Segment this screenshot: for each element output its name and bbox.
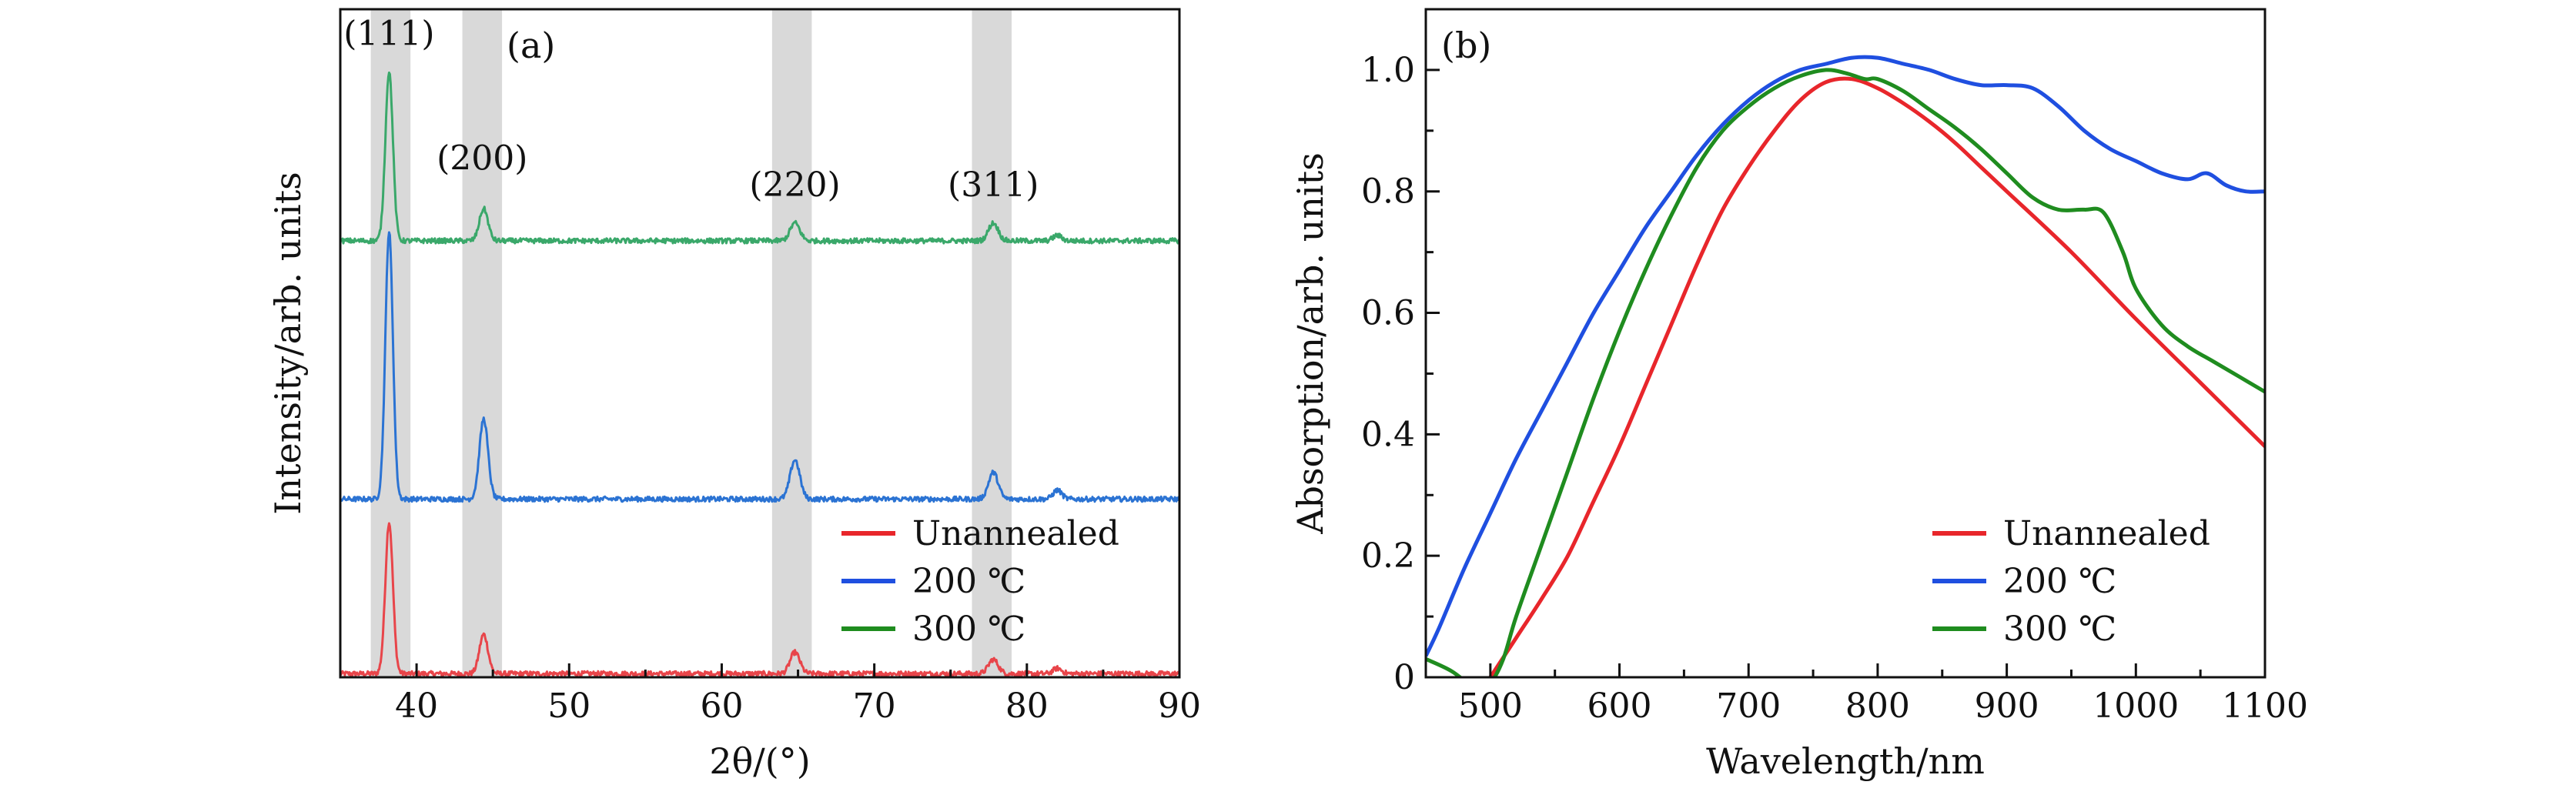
y-tick-label: 0.2	[1361, 536, 1415, 576]
shaded-bands	[370, 9, 1012, 677]
x-tick-label: 60	[700, 686, 743, 726]
xrd-series-line	[340, 71, 1179, 245]
x-tick-label: 1100	[2222, 686, 2308, 726]
peak-label: (200)	[437, 139, 527, 178]
absorption-series-line	[1426, 55, 2265, 657]
peak-labels: (111) (200) (220) (311)	[343, 14, 1039, 205]
panel-a-xrd: 40 50 60 70 80 90 (111) (200) (220) (311) (a) 2θ…	[267, 8, 1201, 782]
y-axis-title: Absorption/arb. units	[1290, 152, 1331, 535]
plot-frame	[339, 8, 1181, 679]
legend: Unannealed 200 ℃ 300 ℃	[841, 514, 1119, 649]
legend-label: Unannealed	[2003, 514, 2210, 553]
shaded-band	[370, 9, 411, 677]
absorption-series-line	[1488, 76, 2265, 677]
x-tick-label: 90	[1158, 686, 1201, 726]
x-tick-label: 900	[1975, 686, 2039, 726]
legend-label: 300 ℃	[912, 610, 1025, 649]
panel-label: (b)	[1441, 25, 1491, 66]
legend-label: 200 ℃	[912, 562, 1025, 601]
panel-b-absorption: 500 600 700 800 900 1000 1100 0 0.2 0.4 0.6 0.8 1.0…	[1290, 8, 2308, 782]
series-group	[1426, 55, 2265, 677]
absorption-series-line	[1426, 68, 2265, 677]
x-tick-label: 500	[1458, 686, 1523, 726]
x-axis-title: 2θ/(°)	[709, 740, 810, 782]
y-axis-title: Intensity/arb. units	[267, 172, 309, 515]
x-axis-ticks: 500 600 700 800 900 1000 1100	[1424, 663, 2308, 726]
y-tick-label: 0	[1393, 658, 1415, 697]
shaded-band	[771, 9, 812, 677]
series-group	[340, 71, 1179, 677]
x-axis-ticks: 40 50 60 70 80 90	[395, 663, 1201, 726]
y-tick-label: 0.4	[1361, 415, 1415, 454]
peak-label: (311)	[948, 165, 1039, 205]
y-tick-label: 0.8	[1361, 172, 1415, 212]
panel-label: (a)	[507, 25, 555, 66]
x-tick-label: 1000	[2093, 686, 2179, 726]
x-tick-label: 80	[1005, 686, 1049, 726]
y-tick-label: 0.6	[1361, 294, 1415, 333]
legend: Unannealed 200 ℃ 300 ℃	[1932, 514, 2210, 649]
x-tick-label: 600	[1587, 686, 1652, 726]
plot-frame	[1424, 8, 2267, 679]
shaded-band	[462, 9, 503, 677]
xrd-series-line	[340, 522, 1179, 677]
x-tick-label: 700	[1716, 686, 1781, 726]
x-tick-label: 40	[395, 686, 438, 726]
x-tick-label: 50	[547, 686, 590, 726]
y-axis-ticks: 0 0.2 0.4 0.6 0.8 1.0	[1361, 51, 1440, 697]
xrd-series-line	[340, 231, 1179, 503]
legend-label: Unannealed	[912, 514, 1119, 553]
legend-label: 200 ℃	[2003, 562, 2116, 601]
shaded-band	[972, 9, 1012, 677]
y-tick-label: 1.0	[1361, 51, 1415, 90]
peak-label: (220)	[749, 165, 840, 205]
legend-label: 300 ℃	[2003, 610, 2116, 649]
peak-label: (111)	[343, 14, 434, 53]
x-axis-title: Wavelength/nm	[1706, 740, 1985, 782]
x-tick-label: 70	[853, 686, 896, 726]
x-tick-label: 800	[1845, 686, 1910, 726]
